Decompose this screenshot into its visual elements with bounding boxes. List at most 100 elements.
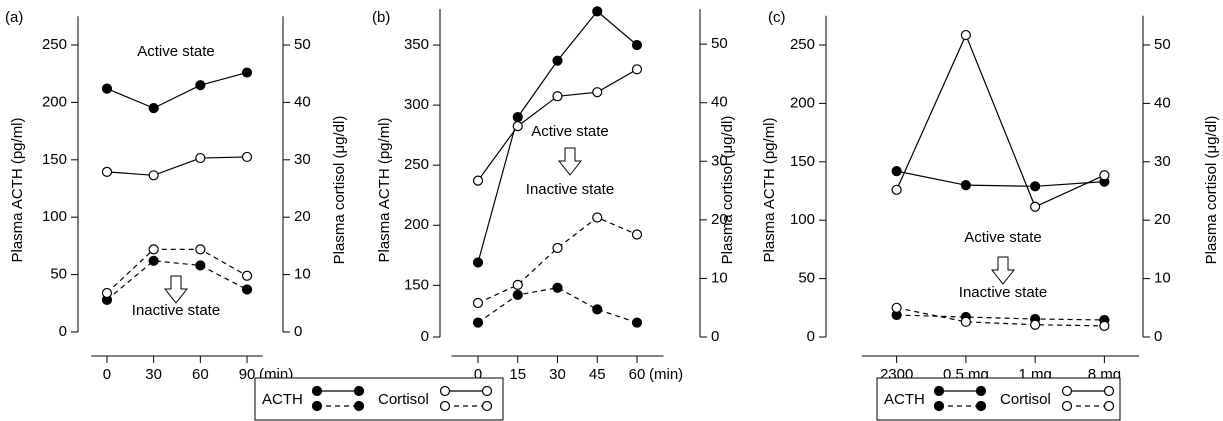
- legend-marker: [353, 385, 365, 397]
- legend-marker: [439, 400, 451, 412]
- series-line: [896, 307, 1105, 327]
- annotation: Active state: [531, 123, 609, 140]
- data-point: [241, 270, 253, 281]
- y-tick-label: 200: [42, 93, 67, 110]
- y2-tick-label: 30: [1154, 153, 1171, 170]
- data-point: [1099, 170, 1110, 181]
- series-line: [106, 260, 248, 301]
- data-point: [552, 55, 563, 66]
- data-point: [1030, 201, 1041, 212]
- y2-tick-label: 0: [1154, 328, 1162, 345]
- data-point: [101, 166, 113, 177]
- panel-label: (a): [5, 9, 23, 26]
- y2-tick-label: 40: [711, 94, 728, 111]
- legend-marker: [1103, 400, 1115, 412]
- y2-tick-label: 0: [294, 323, 302, 340]
- series-line: [106, 71, 248, 109]
- x-tick-label: 60: [192, 366, 209, 383]
- y-axis-title: Plasma ACTH (pg/ml): [9, 117, 26, 262]
- legend-marker: [975, 385, 987, 397]
- y2-tick-label: 10: [1154, 270, 1171, 287]
- data-point: [891, 302, 902, 313]
- data-point: [241, 284, 253, 295]
- legend-marker: [975, 400, 987, 412]
- data-point: [1099, 320, 1110, 332]
- data-point: [512, 289, 523, 301]
- annotation: Inactive state: [526, 181, 614, 198]
- data-point: [960, 180, 971, 191]
- y2-tick-label: 20: [711, 211, 728, 228]
- y2-axis-title: Plasma cortisol (μg/dl): [719, 116, 736, 265]
- y-tick-label: 200: [404, 216, 429, 233]
- y-tick-label: 150: [404, 276, 429, 293]
- y2-tick-label: 50: [711, 35, 728, 52]
- legend-marker: [933, 400, 945, 412]
- annotation: Inactive state: [959, 284, 1047, 301]
- arrow: [990, 256, 1016, 285]
- arrow: [163, 275, 189, 304]
- x-tick-label: 15: [509, 366, 526, 383]
- data-point: [195, 244, 206, 255]
- y-tick-label: 250: [404, 156, 429, 173]
- data-point: [472, 297, 484, 309]
- y-tick-label: 200: [790, 94, 815, 111]
- y-tick-label: 100: [790, 211, 815, 228]
- series-line: [106, 156, 248, 176]
- data-point: [1030, 181, 1041, 192]
- data-point: [592, 304, 603, 315]
- data-point: [552, 242, 563, 254]
- data-point: [891, 166, 902, 177]
- data-point: [195, 260, 206, 271]
- data-point: [148, 170, 159, 181]
- data-point: [241, 67, 253, 78]
- y2-tick-label: 50: [294, 36, 311, 53]
- y-tick-label: 350: [404, 36, 429, 53]
- y-tick-label: 0: [807, 328, 815, 345]
- annotation: Active state: [137, 43, 215, 60]
- legend-marker: [311, 400, 323, 412]
- y-axis-title: Plasma ACTH (pg/ml): [376, 117, 393, 262]
- annotation: Active state: [964, 229, 1042, 246]
- y2-axis-title: Plasma cortisol (μg/dl): [331, 116, 348, 265]
- x-tick-label: 45: [589, 366, 606, 383]
- y2-axis-title: Plasma cortisol (μg/dl): [1203, 116, 1220, 265]
- arrow: [557, 147, 583, 176]
- y-tick-label: 0: [59, 323, 67, 340]
- legend-marker: [1061, 385, 1073, 397]
- data-point: [101, 287, 113, 299]
- data-point: [472, 317, 484, 328]
- legend-marker: [1103, 385, 1115, 397]
- series-line: [896, 170, 1105, 187]
- y-tick-label: 300: [404, 96, 429, 113]
- y-tick-label: 150: [790, 153, 815, 170]
- y2-tick-label: 20: [294, 208, 311, 225]
- series-line: [477, 287, 638, 324]
- data-point: [960, 29, 971, 41]
- panel-label: (c): [768, 9, 786, 26]
- legend-marker: [439, 385, 451, 397]
- legend-marker: [481, 400, 493, 412]
- legend-marker: [481, 385, 493, 397]
- legend-label: ACTH: [262, 391, 303, 408]
- y2-tick-label: 10: [711, 269, 728, 286]
- legend-marker: [1061, 400, 1073, 412]
- x-tick-label: 30: [145, 366, 162, 383]
- x-tick-label: 30: [549, 366, 566, 383]
- series-line: [477, 216, 638, 304]
- legend-label: ACTH: [884, 391, 925, 408]
- data-point: [631, 229, 643, 240]
- data-point: [592, 87, 603, 98]
- data-point: [148, 255, 159, 266]
- data-point: [512, 121, 523, 132]
- y2-tick-label: 0: [711, 328, 719, 345]
- data-point: [891, 184, 902, 195]
- legend-box: [876, 377, 1121, 421]
- data-point: [148, 103, 159, 114]
- data-point: [631, 317, 643, 328]
- data-point: [552, 282, 563, 293]
- data-point: [592, 6, 603, 17]
- panel-label: (b): [372, 9, 390, 26]
- data-point: [195, 152, 206, 164]
- x-tick-label: 60: [629, 366, 646, 383]
